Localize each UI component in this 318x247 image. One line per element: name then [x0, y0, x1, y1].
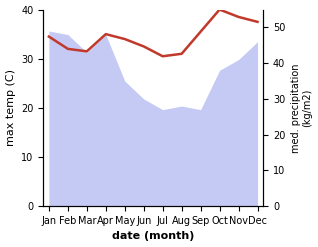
X-axis label: date (month): date (month) — [112, 231, 194, 242]
Y-axis label: med. precipitation
(kg/m2): med. precipitation (kg/m2) — [291, 63, 313, 153]
Y-axis label: max temp (C): max temp (C) — [5, 69, 16, 146]
